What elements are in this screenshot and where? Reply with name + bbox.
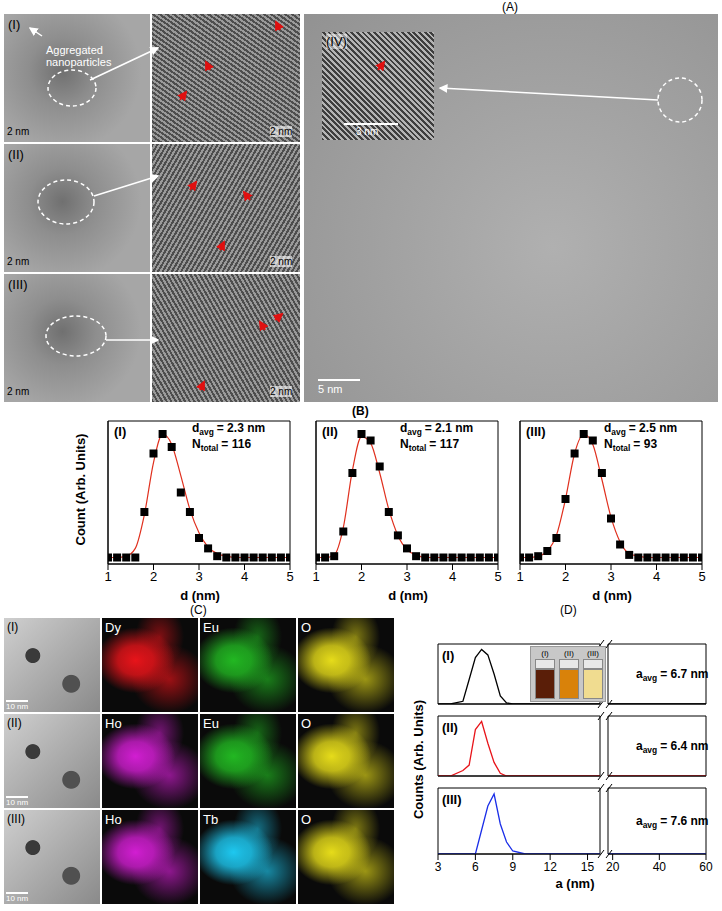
svg-text:4: 4	[449, 569, 456, 584]
html-text:(I): (I)	[114, 424, 127, 439]
html-text:(IV): (IV)	[326, 34, 347, 49]
svg-text:1: 1	[516, 569, 523, 584]
html-text:Counts (Arb. Units): Counts (Arb. Units)	[410, 699, 426, 820]
svg-text:4: 4	[653, 569, 660, 584]
html-text:2 nm: 2 nm	[7, 126, 30, 137]
html-text:(A): (A)	[502, 0, 518, 14]
svg-text:3: 3	[607, 569, 614, 584]
svg-text:20: 20	[606, 860, 620, 874]
html-text:(II): (II)	[564, 649, 574, 658]
html-text:10 nm: 10 nm	[6, 798, 29, 807]
html-text:(III): (III)	[7, 812, 25, 826]
html-text:(III): (III)	[8, 277, 28, 292]
html-text:O: O	[301, 620, 312, 635]
svg-text:1: 1	[312, 569, 319, 584]
svg-text:12: 12	[543, 860, 557, 874]
html-text:2 nm: 2 nm	[270, 386, 293, 397]
html-text:a (nm): a (nm)	[555, 876, 595, 891]
html-text:Ntotal = 93: Ntotal = 93	[604, 436, 658, 453]
html-text:d (nm): d (nm)	[180, 588, 220, 603]
html-text:Eu: Eu	[203, 716, 219, 731]
html-text:10 nm: 10 nm	[6, 894, 29, 903]
html-text:Ho: Ho	[105, 716, 122, 731]
html-text:O: O	[301, 716, 312, 731]
html-text:davg = 2.5 nm: davg = 2.5 nm	[604, 421, 678, 438]
svg-text:1: 1	[104, 569, 111, 584]
svg-text:60: 60	[699, 860, 713, 874]
html-text:(D): (D)	[560, 603, 577, 617]
html-text:Ho: Ho	[105, 812, 122, 827]
svg-text:5: 5	[698, 569, 705, 584]
svg-text:3: 3	[403, 569, 410, 584]
svg-text:4: 4	[241, 569, 248, 584]
html-text:aavg = 6.4 nm: aavg = 6.4 nm	[636, 739, 709, 756]
html-text:Dy: Dy	[105, 620, 121, 635]
svg-text:9: 9	[509, 860, 516, 874]
html-text:aavg = 6.7 nm: aavg = 6.7 nm	[636, 667, 709, 684]
html-text:2 nm: 2 nm	[270, 256, 293, 267]
svg-text:2: 2	[562, 569, 569, 584]
html-text:3 nm: 3 nm	[356, 126, 379, 137]
html-text:(III): (III)	[442, 792, 462, 807]
html-text:(I): (I)	[541, 649, 549, 658]
html-text:Count (Arb. Units): Count (Arb. Units)	[72, 433, 88, 546]
html-text:aavg = 7.6 nm: aavg = 7.6 nm	[636, 814, 709, 831]
svg-text:3: 3	[435, 860, 442, 874]
html-text:davg = 2.3 nm: davg = 2.3 nm	[192, 421, 266, 438]
svg-text:5: 5	[286, 569, 293, 584]
html-text:2 nm: 2 nm	[7, 256, 30, 267]
html-text:2 nm: 2 nm	[7, 386, 30, 397]
html-text:(B): (B)	[352, 404, 369, 418]
html-text:Aggregated nanoparticles: Aggregated nanoparticles	[46, 44, 112, 69]
html-text:Tb: Tb	[203, 812, 219, 827]
html-text:(I): (I)	[8, 17, 21, 32]
svg-text:6: 6	[472, 860, 479, 874]
html-text:2 nm: 2 nm	[270, 126, 293, 137]
html-text:(C): (C)	[190, 603, 207, 617]
html-text:10 nm: 10 nm	[6, 702, 29, 711]
svg-text:5: 5	[494, 569, 501, 584]
html-text:(II): (II)	[442, 720, 458, 735]
html-text:(III): (III)	[587, 649, 599, 658]
html-text:Eu: Eu	[203, 620, 219, 635]
svg-text:2: 2	[150, 569, 157, 584]
html-text:(I): (I)	[7, 620, 19, 634]
html-text:(I): (I)	[442, 648, 455, 663]
html-text:(II): (II)	[7, 716, 22, 730]
html-text:Ntotal = 117: Ntotal = 117	[400, 436, 460, 453]
svg-text:2: 2	[358, 569, 365, 584]
html-text:5 nm: 5 nm	[318, 383, 343, 395]
html-text:(II): (II)	[322, 424, 338, 439]
html-text:davg = 2.1 nm: davg = 2.1 nm	[400, 421, 474, 438]
html-text:d (nm): d (nm)	[592, 588, 632, 603]
html-text:Ntotal = 116: Ntotal = 116	[192, 436, 252, 453]
html-text:O: O	[301, 812, 312, 827]
svg-text:3: 3	[195, 569, 202, 584]
html-text:(III): (III)	[526, 424, 546, 439]
html-text:d (nm): d (nm)	[388, 588, 428, 603]
svg-text:40: 40	[653, 860, 667, 874]
svg-text:15: 15	[581, 860, 595, 874]
html-text:(II): (II)	[8, 147, 24, 162]
